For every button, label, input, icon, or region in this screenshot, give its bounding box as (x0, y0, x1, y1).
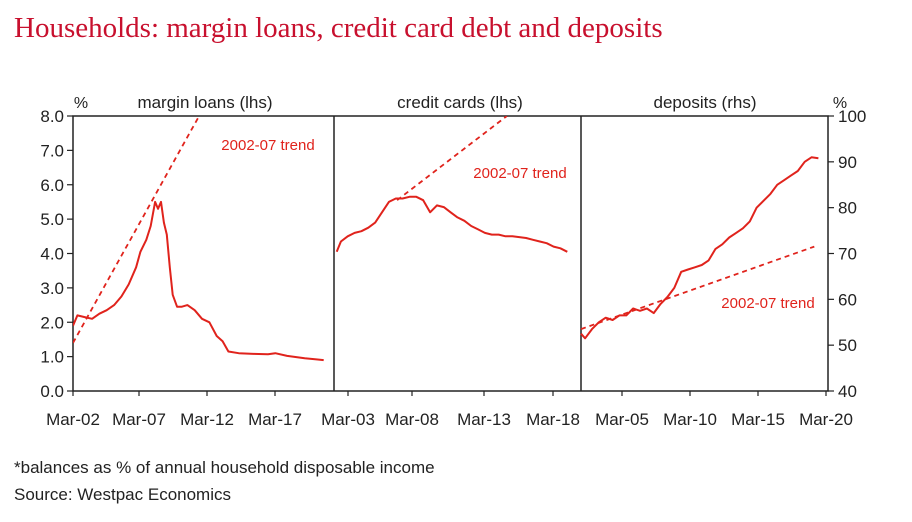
right-y-tick-label: 80 (838, 199, 857, 218)
series-line (73, 200, 324, 362)
footnote: *balances as % of annual household dispo… (14, 458, 435, 477)
panel-title: credit cards (lhs) (397, 93, 523, 112)
trend-line (73, 116, 200, 344)
left-y-tick-label: 4.0 (40, 245, 64, 264)
left-y-tick-label: 2.0 (40, 313, 64, 332)
left-y-tick-label: 7.0 (40, 141, 64, 160)
x-tick-label: Mar-03 (321, 410, 375, 429)
series-line (335, 195, 568, 253)
x-tick-label: Mar-17 (248, 410, 302, 429)
trend-annotation: 2002-07 trend (721, 295, 814, 312)
left-y-tick-label: 8.0 (40, 107, 64, 126)
right-y-tick-label: 40 (838, 382, 857, 401)
right-y-tick-label: 70 (838, 245, 857, 264)
x-tick-label: Mar-07 (112, 410, 166, 429)
trend-annotation: 2002-07 trend (473, 165, 566, 182)
x-tick-label: Mar-18 (526, 410, 580, 429)
trend-line (396, 116, 508, 201)
left-y-tick-label: 1.0 (40, 348, 64, 367)
trend-annotation: 2002-07 trend (221, 137, 314, 154)
chart-title: Households: margin loans, credit card de… (14, 12, 663, 44)
x-tick-label: Mar-08 (385, 410, 439, 429)
left-y-tick-label: 6.0 (40, 176, 64, 195)
x-tick-label: Mar-15 (731, 410, 785, 429)
x-tick-label: Mar-10 (663, 410, 717, 429)
x-tick-label: Mar-05 (595, 410, 649, 429)
panel-title: margin loans (lhs) (137, 93, 272, 112)
source-note: Source: Westpac Economics (14, 485, 231, 504)
left-y-tick-label: 3.0 (40, 279, 64, 298)
left-unit-label: % (74, 95, 88, 112)
x-tick-label: Mar-13 (457, 410, 511, 429)
right-y-tick-label: 50 (838, 336, 857, 355)
trend-line (580, 245, 815, 330)
x-tick-label: Mar-20 (799, 410, 853, 429)
x-tick-label: Mar-12 (180, 410, 234, 429)
right-y-tick-label: 60 (838, 290, 857, 309)
right-y-tick-label: 100 (838, 107, 866, 126)
plot-frame (72, 115, 829, 392)
left-y-tick-label: 0.0 (40, 382, 64, 401)
panel-title: deposits (rhs) (654, 93, 757, 112)
right-y-tick-label: 90 (838, 153, 857, 172)
right-unit-label: % (833, 95, 847, 112)
x-tick-label: Mar-02 (46, 410, 100, 429)
left-y-tick-label: 5.0 (40, 210, 64, 229)
